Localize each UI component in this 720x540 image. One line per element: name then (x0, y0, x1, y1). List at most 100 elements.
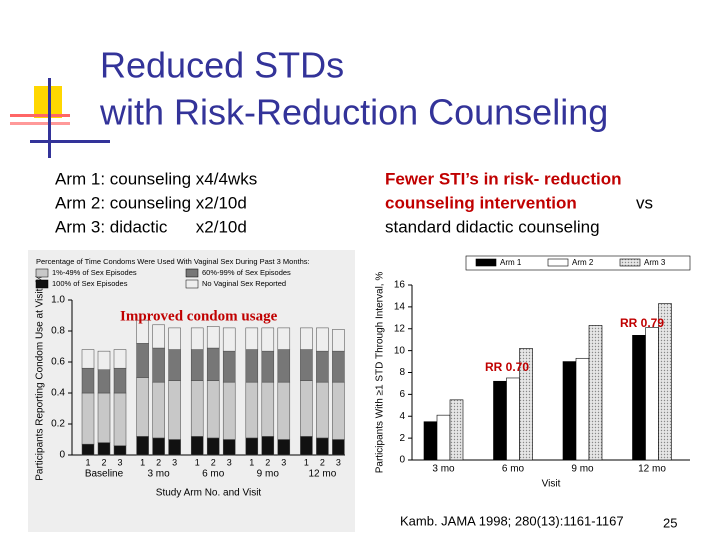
x-tick-label: 3 (172, 457, 177, 467)
bar-segment (261, 350, 275, 383)
x-tick-label: 3 (336, 457, 341, 467)
x-tick-label: 6 mo (502, 464, 525, 475)
bar-segment (190, 436, 204, 456)
x-tick-label: 1 (249, 457, 254, 467)
x-tick-label: 2 (101, 457, 106, 467)
x-tick-label: 1 (195, 457, 200, 467)
bar-segment (316, 350, 329, 383)
title: with Risk-Reduction Counseling (99, 92, 608, 133)
bar (506, 377, 520, 461)
bar-segment (245, 349, 259, 383)
bar-segment (113, 445, 127, 456)
y-tick-label: 1.0 (51, 295, 65, 306)
deco (48, 78, 51, 158)
y-tick-label: 6 (399, 389, 405, 400)
bar-segment (81, 443, 95, 456)
bar-segment (152, 347, 165, 383)
text: standard didactic counseling (385, 217, 600, 236)
bar-segment (261, 327, 275, 352)
legend-title: Percentage of Time Condoms Were Used Wit… (36, 257, 310, 266)
deco (10, 122, 70, 125)
bar (449, 399, 464, 461)
bar-segment (277, 439, 291, 456)
group-label: 12 mo (309, 469, 337, 480)
bar (575, 357, 590, 461)
group-label: 6 mo (202, 469, 225, 480)
y-tick-label: 10 (394, 345, 406, 356)
group-label: 3 mo (147, 469, 170, 480)
bar-segment (316, 437, 329, 456)
bar-segment (97, 369, 111, 394)
deco (30, 140, 110, 143)
y-tick-label: 12 (394, 323, 406, 334)
text: Arm 3: didactic x2/10d (55, 217, 247, 236)
bar-segment (332, 329, 345, 352)
bar-segment (97, 392, 111, 443)
y-tick-label: 0.4 (51, 388, 65, 399)
y-tick-label: 0.6 (51, 357, 65, 368)
legend-label: 1%-49% of Sex Episodes (52, 268, 137, 277)
x-tick-label: 3 (117, 457, 122, 467)
legend-swatch (475, 258, 497, 267)
y-tick-label: 0.8 (51, 326, 65, 337)
bar-segment (190, 349, 204, 381)
bar-segment (261, 381, 275, 437)
annotation: RR 0.70 (485, 360, 529, 374)
bar-segment (277, 381, 291, 440)
bar-segment (136, 436, 149, 456)
x-tick-label: 2 (265, 457, 270, 467)
x-tick-label: 1 (140, 457, 145, 467)
legend-swatch (619, 258, 641, 267)
bar-segment (206, 380, 220, 439)
bar-segment (81, 392, 95, 445)
bar (588, 325, 603, 461)
bar-segment (300, 380, 313, 437)
legend-label: 100% of Sex Episodes (52, 279, 128, 288)
y-axis-label: Participants Reporting Condom Use at Vis… (35, 274, 46, 481)
x-tick-label: 3 (227, 457, 232, 467)
annotation: Improved condom usage (120, 308, 278, 324)
bar-segment (168, 327, 181, 350)
legend-swatch (35, 268, 49, 278)
bar (423, 421, 438, 461)
text: counseling intervention (385, 193, 577, 212)
bar-segment (136, 343, 149, 378)
bar (493, 380, 507, 461)
y-tick-label: 8 (399, 367, 405, 378)
bar-segment (277, 349, 291, 383)
x-tick-label: 2 (211, 457, 216, 467)
y-tick-label: 4 (399, 411, 405, 422)
bar-segment (168, 349, 181, 381)
bar (658, 303, 672, 461)
bar-segment (190, 327, 204, 350)
y-axis-label: Participants With ≥1 STD Through Interva… (375, 272, 386, 474)
bar-segment (277, 327, 291, 350)
bar-segment (113, 367, 127, 394)
x-tick-label: 3 (281, 457, 286, 467)
bar-segment (97, 442, 111, 456)
bar-segment (332, 439, 345, 456)
bar-segment (206, 437, 220, 456)
bar-segment (222, 439, 236, 456)
legend-label: No Vaginal Sex Reported (202, 279, 286, 288)
bar-segment (168, 380, 181, 440)
bar-segment (152, 381, 165, 439)
bar-segment (261, 436, 275, 456)
x-tick-label: 1 (304, 457, 309, 467)
bar-segment (316, 327, 329, 352)
bar-segment (152, 437, 165, 456)
bar-segment (206, 347, 220, 381)
bar-segment (206, 326, 220, 349)
bar-segment (316, 381, 329, 439)
bar-segment (222, 381, 236, 440)
bar (519, 348, 533, 461)
bar-segment (222, 350, 236, 383)
y-tick-label: 0 (59, 450, 65, 461)
bar-segment (113, 349, 127, 369)
bar-segment (245, 437, 259, 456)
y-tick-label: 2 (399, 433, 405, 444)
bar-segment (300, 436, 313, 456)
bar-segment (136, 319, 149, 344)
bar-segment (300, 327, 313, 350)
